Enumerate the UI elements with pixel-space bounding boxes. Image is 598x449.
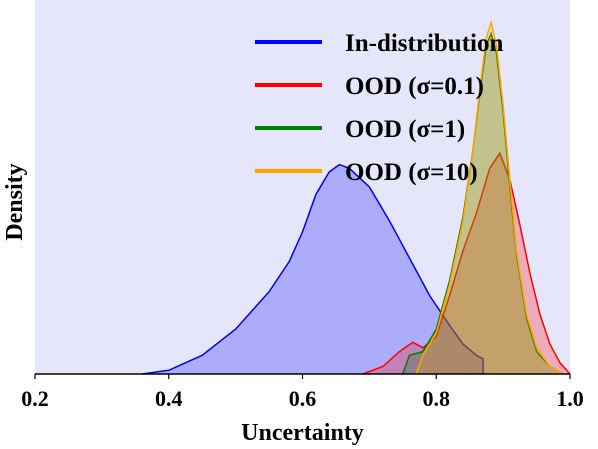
x-axis-label: Uncertainty — [241, 420, 364, 446]
x-tick-label-3: 0.8 — [423, 386, 451, 411]
legend-label-0: In-distribution — [345, 30, 503, 57]
series-line-0 — [141, 163, 484, 375]
legend-label-2: OOD (σ=1) — [345, 116, 465, 143]
series-line-3 — [415, 19, 564, 375]
series-area-2 — [402, 33, 564, 374]
plot-background — [35, 0, 570, 374]
series-layer — [141, 19, 571, 375]
legend-label-3: OOD (σ=10) — [345, 159, 478, 186]
legend: In-distribution OOD (σ=0.1) OOD (σ=1) OOD (… — [255, 30, 503, 186]
series-area-3 — [416, 22, 564, 375]
legend-label-1: OOD (σ=0.1) — [345, 73, 484, 100]
x-tick-label-1: 0.4 — [155, 386, 183, 411]
x-ticks: 0.2 0.4 0.6 0.8 1.0 — [21, 374, 584, 411]
series-line-2 — [402, 31, 564, 375]
series-area-1 — [362, 153, 570, 374]
y-axis-label: Density — [2, 163, 28, 240]
series-line-1 — [362, 151, 571, 375]
x-tick-label-4: 1.0 — [556, 386, 584, 411]
x-tick-label-2: 0.6 — [289, 386, 317, 411]
series-area-0 — [142, 164, 484, 374]
x-tick-label-0: 0.2 — [21, 386, 49, 411]
